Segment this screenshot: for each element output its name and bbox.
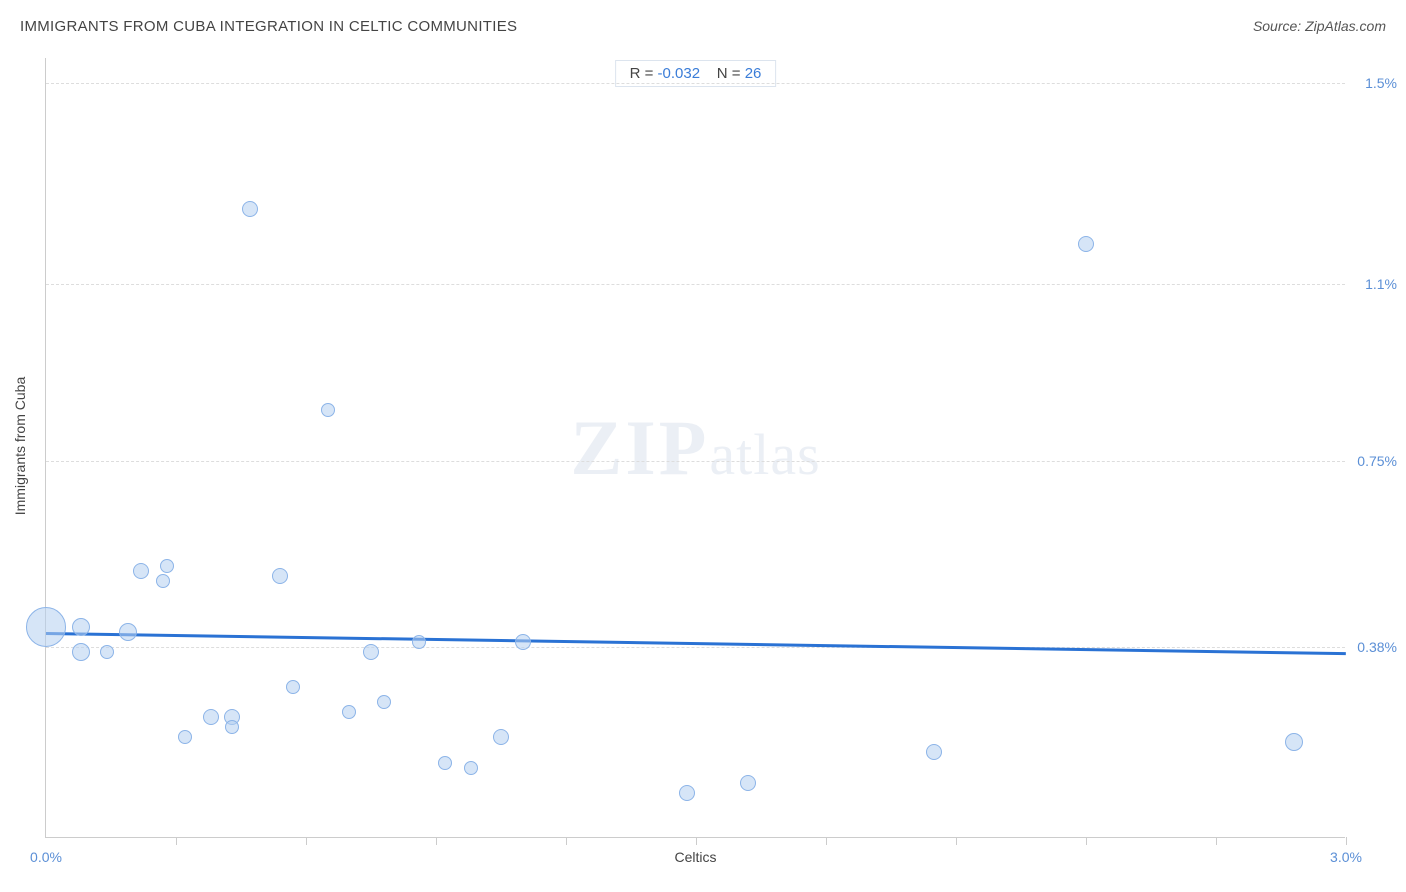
data-point <box>178 730 192 744</box>
gridline <box>46 461 1345 462</box>
x-tick <box>436 837 437 845</box>
data-point <box>203 709 219 725</box>
data-point <box>100 645 114 659</box>
data-point <box>1078 236 1094 252</box>
data-point <box>438 756 452 770</box>
data-point <box>72 643 90 661</box>
x-tick <box>826 837 827 845</box>
data-point <box>72 618 90 636</box>
data-point <box>740 775 756 791</box>
data-point <box>377 695 391 709</box>
x-tick-label: 3.0% <box>1330 849 1362 865</box>
data-point <box>26 607 66 647</box>
data-point <box>119 623 137 641</box>
data-point <box>515 634 531 650</box>
data-point <box>321 403 335 417</box>
data-point <box>1285 733 1303 751</box>
n-value: 26 <box>745 65 762 82</box>
y-tick-label: 0.75% <box>1357 453 1397 469</box>
watermark: ZIPatlas <box>570 403 820 493</box>
gridline <box>46 647 1345 648</box>
x-tick <box>1346 837 1347 845</box>
r-label: R = <box>630 65 654 82</box>
data-point <box>412 635 426 649</box>
data-point <box>225 720 239 734</box>
data-point <box>272 568 288 584</box>
x-tick <box>1086 837 1087 845</box>
data-point <box>133 563 149 579</box>
y-tick-label: 1.5% <box>1365 75 1397 91</box>
scatter-plot: ZIPatlas R = -0.032 N = 26 Celtics 0.38%… <box>45 58 1345 838</box>
n-label: N = <box>717 65 741 82</box>
data-point <box>342 705 356 719</box>
gridline <box>46 83 1345 84</box>
x-axis-label: Celtics <box>674 849 716 865</box>
page-title: IMMIGRANTS FROM CUBA INTEGRATION IN CELT… <box>20 18 517 35</box>
y-tick-label: 1.1% <box>1365 276 1397 292</box>
x-tick <box>956 837 957 845</box>
data-point <box>156 574 170 588</box>
data-point <box>363 644 379 660</box>
gridline <box>46 284 1345 285</box>
r-value: -0.032 <box>658 65 701 82</box>
x-tick <box>306 837 307 845</box>
data-point <box>160 559 174 573</box>
source-attribution: Source: ZipAtlas.com <box>1253 18 1386 34</box>
data-point <box>926 744 942 760</box>
data-point <box>493 729 509 745</box>
y-tick-label: 0.38% <box>1357 639 1397 655</box>
x-tick <box>1216 837 1217 845</box>
x-tick <box>176 837 177 845</box>
x-tick-label: 0.0% <box>30 849 62 865</box>
y-axis-label: Immigrants from Cuba <box>12 377 28 515</box>
data-point <box>679 785 695 801</box>
data-point <box>242 201 258 217</box>
x-tick <box>566 837 567 845</box>
trendline <box>46 632 1346 655</box>
x-tick <box>696 837 697 845</box>
data-point <box>286 680 300 694</box>
data-point <box>464 761 478 775</box>
